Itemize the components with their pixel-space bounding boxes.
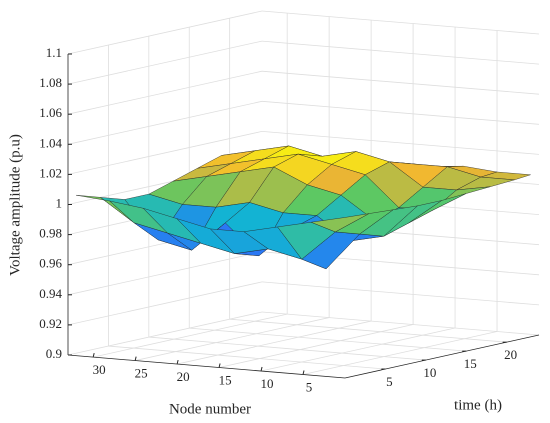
- z-tick-label: 1.06: [39, 105, 62, 120]
- x-tick-label: 15: [464, 356, 477, 371]
- x-tick-label: 10: [423, 365, 436, 380]
- y-tick-label: 30: [93, 362, 106, 377]
- y-tick-label: 10: [261, 376, 274, 391]
- z-tick-label: 0.92: [39, 316, 62, 331]
- y-axis-label: Node number: [169, 401, 251, 417]
- grid-line: [177, 320, 372, 365]
- grid-line: [93, 313, 288, 358]
- grid-line: [135, 317, 330, 361]
- grid-line: [229, 318, 507, 343]
- grid-line: [189, 327, 467, 352]
- x-tick-label: 5: [386, 374, 393, 389]
- z-tick-label: 0.9: [46, 346, 62, 361]
- grid-line: [261, 311, 540, 336]
- z-tick-label: 0.98: [39, 226, 62, 241]
- grid-line: [219, 324, 414, 368]
- z-tick-label: 1: [56, 195, 63, 210]
- y-tick: [134, 356, 137, 361]
- z-axis-label: Voltage amplitude (p.u): [7, 134, 23, 276]
- y-tick: [92, 352, 95, 358]
- grid-line: [261, 10, 540, 35]
- z-tick-label: 0.96: [39, 256, 62, 271]
- z-tick-label: 1.08: [39, 75, 62, 90]
- x-axis-label: time (h): [454, 397, 502, 413]
- z-tick-label: 1.04: [39, 135, 62, 150]
- z-tick-label: 1.02: [39, 165, 62, 180]
- grid-line: [261, 70, 540, 95]
- y-tick: [176, 359, 179, 365]
- x-tick-label: 20: [504, 347, 517, 362]
- y-tick-label: 20: [177, 369, 190, 384]
- z-tick-label: 0.94: [39, 286, 62, 301]
- y-tick-label: 5: [306, 379, 313, 394]
- grid-line: [261, 281, 540, 306]
- z-tick-label: 1.1: [46, 45, 62, 60]
- y-tick: [260, 366, 263, 372]
- y-tick: [218, 363, 221, 368]
- grid-line: [261, 100, 540, 125]
- grid-line: [261, 40, 540, 65]
- grid-line: [261, 131, 540, 155]
- y-tick-label: 25: [135, 366, 148, 381]
- y-tick: [302, 370, 305, 375]
- grid-line: [108, 345, 386, 370]
- grid-line: [148, 336, 426, 361]
- y-tick-label: 15: [219, 373, 232, 388]
- y-axis: [67, 354, 346, 379]
- surface-patch: [310, 213, 370, 233]
